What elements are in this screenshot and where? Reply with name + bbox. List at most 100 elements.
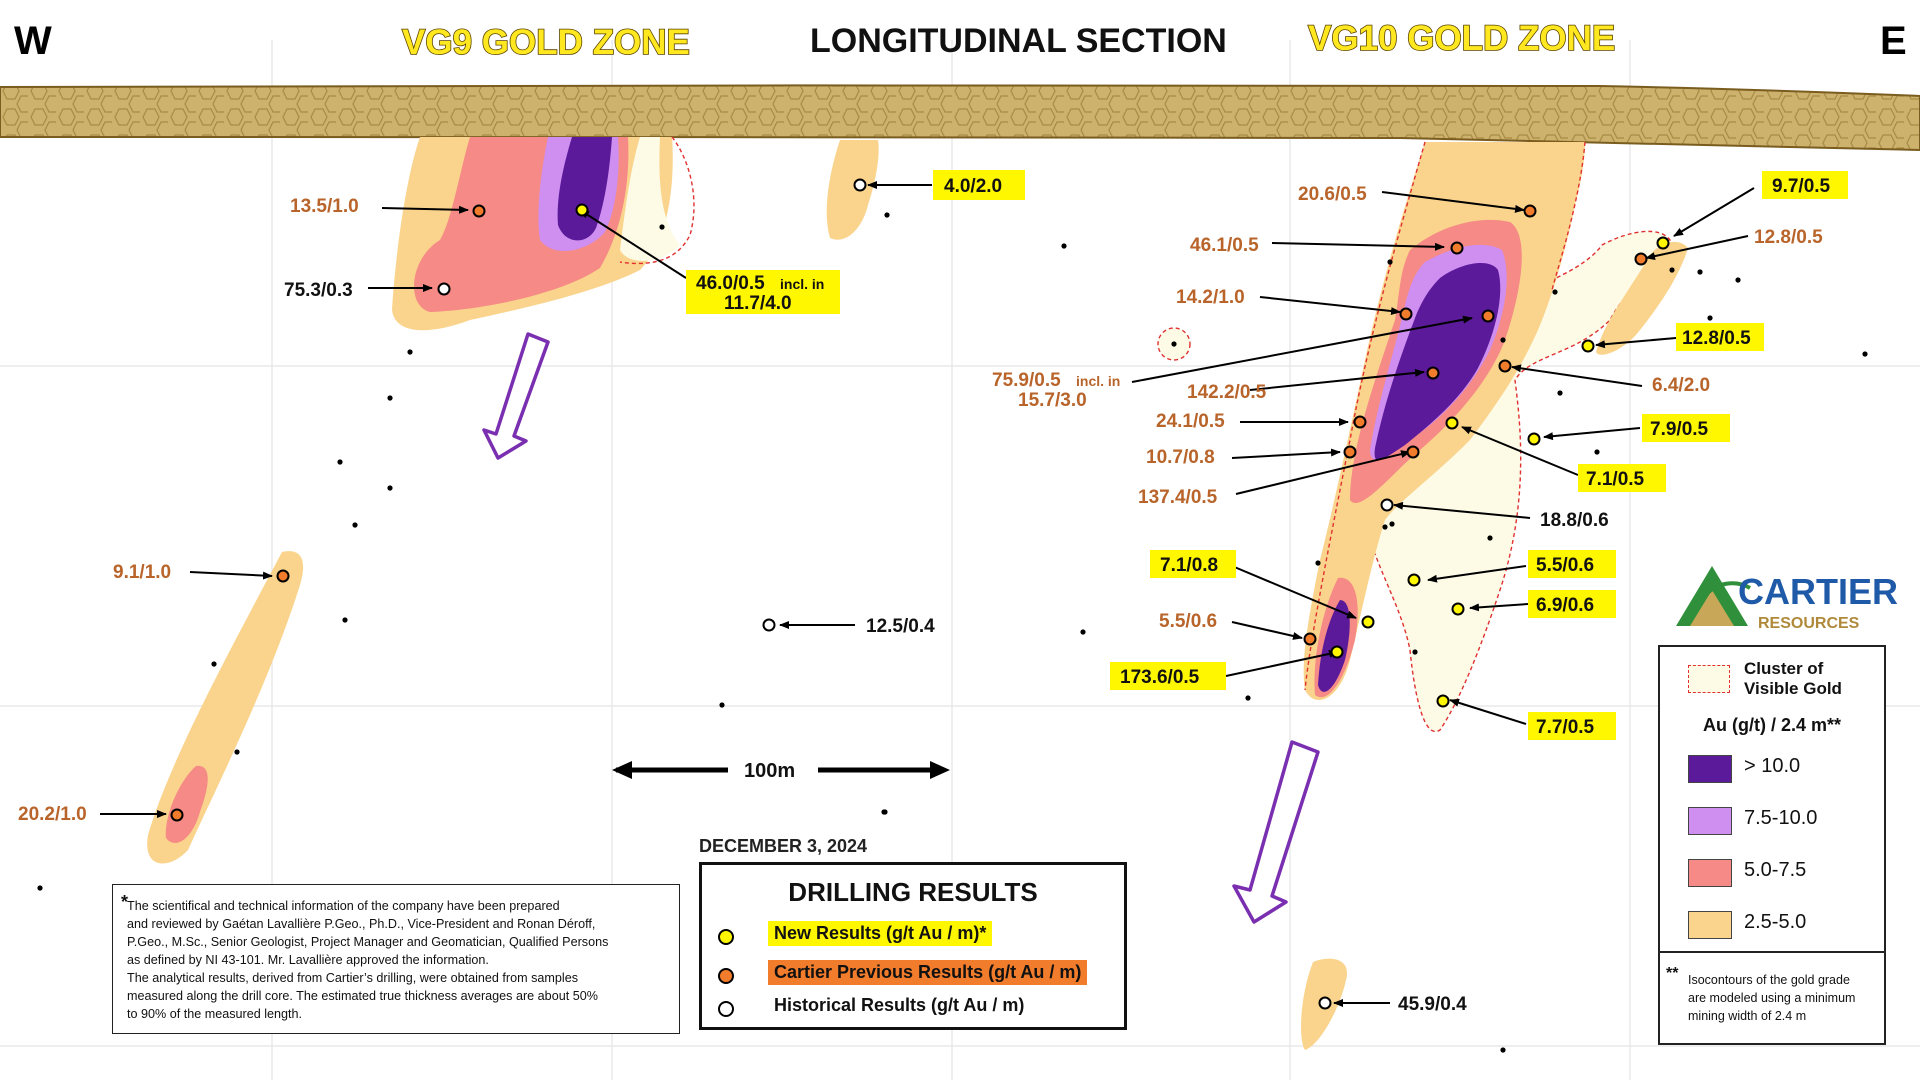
intercept-12-5 <box>762 618 776 632</box>
label-46-0-incl: incl. in <box>780 276 824 292</box>
previous-result-label: Cartier Previous Results (g/t Au / m) <box>768 960 1088 985</box>
label-14-2: 14.2/1.0 <box>1176 287 1245 308</box>
note-line: measured along the drill core. The estim… <box>127 989 598 1003</box>
historical-result-label: Historical Results (g/t Au / m) <box>774 995 1025 1015</box>
label-13-5: 13.5/1.0 <box>290 196 359 217</box>
intercept-142-2 <box>1426 366 1440 380</box>
label-24-1: 24.1/0.5 <box>1156 411 1225 432</box>
drilling-results-legend: DRILLING RESULTS New Results (g/t Au / m… <box>699 862 1127 1030</box>
west-label: W <box>14 19 52 63</box>
vg10-plunge-arrow <box>1232 740 1320 924</box>
east-label: E <box>1880 19 1907 63</box>
intercept-75-3 <box>437 282 451 296</box>
overburden-layer <box>0 84 1920 152</box>
label-20-6: 20.6/0.5 <box>1298 184 1367 205</box>
grade-label-25-5: 2.5-5.0 <box>1744 911 1807 933</box>
vg10-visible-gold-outline <box>1304 141 1586 691</box>
vg9-deep-lens <box>147 551 304 864</box>
intercept-7-9 <box>1527 432 1541 446</box>
label-45-9: 45.9/0.4 <box>1398 994 1467 1015</box>
intercept-9-1 <box>276 569 290 583</box>
label-4-0: 4.0/2.0 <box>944 176 1002 197</box>
label-46-0: 46.0/0.5 <box>696 273 765 294</box>
label-7-7: 7.7/0.5 <box>1536 717 1595 738</box>
intercept-46-1 <box>1450 241 1464 255</box>
intercept-5-5-06b <box>1407 573 1421 587</box>
label-75-3: 75.3/0.3 <box>284 280 353 301</box>
drill-intercepts <box>170 178 1670 1010</box>
label-75-9: 75.9/0.5 <box>992 370 1061 391</box>
label-6-4: 6.4/2.0 <box>1652 375 1710 396</box>
new-result-label: New Results (g/t Au / m)* <box>768 921 993 946</box>
footnote-line: are modeled using a minimum <box>1688 991 1856 1005</box>
grade-label-5-75: 5.0-7.5 <box>1744 859 1807 881</box>
intercept-9-7 <box>1656 236 1670 250</box>
label-10-7: 10.7/0.8 <box>1146 447 1215 468</box>
intercept-18-8 <box>1380 498 1394 512</box>
intercept-13-5 <box>472 204 486 218</box>
vg10-east-branch <box>1596 241 1688 355</box>
grade-label-gt10: > 10.0 <box>1744 755 1801 777</box>
note-line: The analytical results, derived from Car… <box>127 971 578 985</box>
vg10-grade-shells <box>1301 142 1585 1050</box>
drilling-legend-title: DRILLING RESULTS <box>788 877 1038 907</box>
scale-bar: 100m <box>612 760 950 782</box>
grade-label-75-10: 7.5-10.0 <box>1744 807 1818 829</box>
cluster-swatch <box>1688 665 1730 693</box>
label-20-2: 20.2/1.0 <box>18 804 87 825</box>
footnote-marker: ** <box>1666 965 1679 982</box>
intercept-6-9 <box>1451 602 1465 616</box>
historical-result-swatch <box>718 1001 734 1017</box>
previous-result-swatch <box>718 968 734 984</box>
gold-grade-legend: Cluster of Visible Gold Au (g/t) / 2.4 m… <box>1658 645 1886 1045</box>
intercept-labels: 13.5/1.0 75.3/0.3 46.0/0.5 incl. in 11.7… <box>18 176 1831 1015</box>
intercept-7-1-05 <box>1445 416 1459 430</box>
vg9-plunge-arrow <box>482 332 550 460</box>
intercept-75-9 <box>1481 309 1495 323</box>
intercept-5-5-06a <box>1303 632 1317 646</box>
intercept-24-1 <box>1353 415 1367 429</box>
label-142-2: 142.2/0.5 <box>1187 382 1267 403</box>
label-173-6: 173.6/0.5 <box>1120 667 1200 688</box>
cartier-logo: CARTIER RESOURCES <box>1656 557 1898 635</box>
label-18-8: 18.8/0.6 <box>1540 510 1609 531</box>
grade-swatch-gt10 <box>1688 755 1732 783</box>
section-title: LONGITUDINAL SECTION <box>810 22 1227 60</box>
logo-sub: RESOURCES <box>1758 615 1860 632</box>
label-12-8a: 12.8/0.5 <box>1754 227 1823 248</box>
drill-trace-points <box>37 212 1868 1053</box>
note-line: and reviewed by Gaétan Lavallière P.Geo.… <box>127 917 596 931</box>
scale-bar-label: 100m <box>744 760 795 782</box>
vg9-zone-title: VG9 GOLD ZONE <box>402 23 690 62</box>
intercept-137-4 <box>1406 445 1420 459</box>
legend-date: DECEMBER 3, 2024 <box>699 836 868 856</box>
note-line: P.Geo., M.Sc., Senior Geologist, Project… <box>127 935 609 949</box>
new-result-highlights <box>686 170 1848 740</box>
new-result-swatch <box>718 929 734 945</box>
intercept-20-2 <box>170 808 184 822</box>
label-46-1: 46.1/0.5 <box>1190 235 1259 256</box>
intercept-7-1-08 <box>1361 615 1375 629</box>
grade-swatch-5-75 <box>1688 859 1732 887</box>
logo-name: CARTIER <box>1738 571 1898 612</box>
label-12-8b: 12.8/0.5 <box>1682 328 1751 349</box>
intercept-7-7 <box>1436 694 1450 708</box>
intercept-14-2 <box>1399 307 1413 321</box>
cluster-label-1: Cluster of <box>1744 659 1824 678</box>
cluster-label-2: Visible Gold <box>1744 679 1842 698</box>
label-137-4: 137.4/0.5 <box>1138 487 1218 508</box>
label-5-5-06b: 5.5/0.6 <box>1536 555 1594 576</box>
intercept-10-7 <box>1343 445 1357 459</box>
intercept-6-4 <box>1498 359 1512 373</box>
note-line: The scientifical and technical informati… <box>127 899 560 913</box>
label-7-1-05: 7.1/0.5 <box>1586 469 1645 490</box>
label-15-7: 15.7/3.0 <box>1018 390 1087 411</box>
note-line: as defined by NI 43-101. Mr. Lavallière … <box>127 953 489 967</box>
label-11-7: 11.7/4.0 <box>724 293 792 314</box>
vg9-grade-shells <box>392 136 879 331</box>
intercept-20-6 <box>1523 204 1537 218</box>
legend-divider <box>1660 951 1884 953</box>
grade-unit-label: Au (g/t) / 2.4 m** <box>1702 715 1841 735</box>
grade-swatch-25-5 <box>1688 911 1732 939</box>
